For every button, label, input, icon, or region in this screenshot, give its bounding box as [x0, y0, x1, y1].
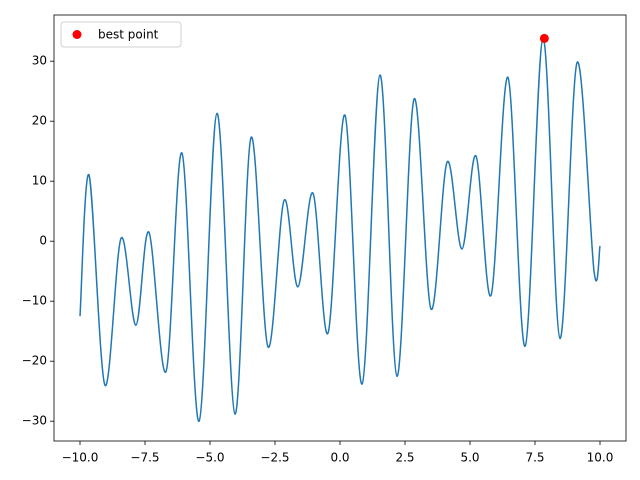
x-tick-label: 2.5 [395, 451, 414, 465]
line-series [79, 37, 601, 422]
y-tick-label: 10 [32, 174, 47, 188]
x-tick-label: −2.5 [260, 451, 289, 465]
legend-marker [72, 30, 82, 39]
y-tick-label: 20 [32, 114, 47, 128]
y-tick-label: −10 [22, 294, 47, 308]
x-tick-label: 7.5 [525, 451, 544, 465]
x-tick-label: 10.0 [587, 451, 614, 465]
x-tick-label: −7.5 [130, 451, 159, 465]
legend-label: best point [98, 28, 159, 42]
legend-box [60, 21, 182, 48]
y-tick-label: 30 [32, 54, 47, 68]
best-point [539, 33, 549, 43]
y-tick-label: −20 [22, 354, 47, 368]
y-tick-label: 0 [39, 234, 47, 248]
x-tick-label: −10.0 [62, 451, 99, 465]
y-tick-label: −30 [22, 414, 47, 428]
plot-frame [53, 14, 627, 442]
x-tick-label: 5.0 [460, 451, 479, 465]
x-tick-label: −5.0 [195, 451, 224, 465]
x-tick-label: 0.0 [330, 451, 349, 465]
